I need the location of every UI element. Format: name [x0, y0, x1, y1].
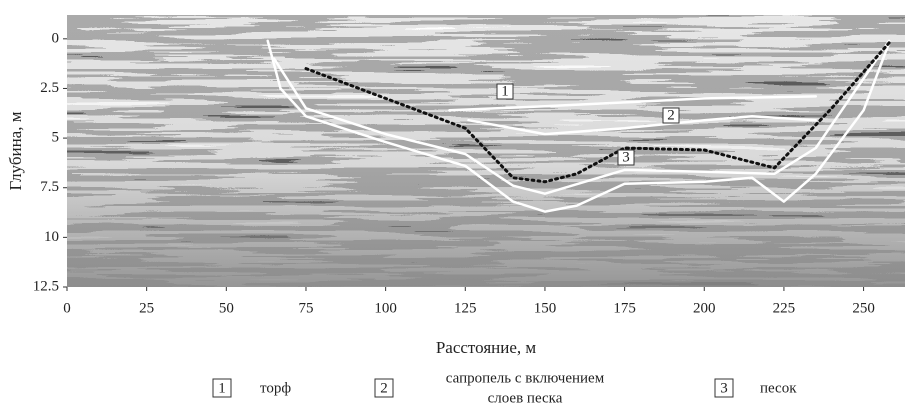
line-label: 1	[501, 83, 509, 99]
x-tick-label: 250	[852, 300, 875, 316]
boundary-line	[266, 39, 891, 213]
x-tick-label: 100	[374, 300, 397, 316]
y-tick-label: 7.5	[40, 179, 59, 195]
x-tick-label: 75	[298, 300, 313, 316]
line-labels: 1 2 3	[496, 83, 680, 166]
line-label: 3	[622, 149, 630, 165]
line-label: 2	[667, 107, 675, 123]
x-tick-label: 50	[219, 300, 234, 316]
y-tick-label: 12.5	[33, 278, 59, 294]
legend-label: слоев песка	[488, 390, 563, 406]
legend-key: 1	[218, 380, 226, 396]
y-tick-label: 2.5	[40, 80, 59, 96]
legend-key-box	[714, 378, 734, 398]
boundary-line	[467, 115, 818, 136]
legend-label: торф	[260, 380, 291, 396]
x-tick-label: 225	[773, 300, 796, 316]
x-tick-label: 0	[63, 300, 71, 316]
y-tick-label: 5	[52, 130, 60, 146]
x-tick-label: 25	[139, 300, 154, 316]
label-box	[617, 149, 635, 166]
y-tick-label: 10	[44, 229, 59, 245]
legend-label: песок	[760, 380, 797, 396]
x-tick-label: 200	[693, 300, 716, 316]
x-tick-label: 150	[534, 300, 557, 316]
y-tick-label: 0	[52, 30, 60, 46]
boundary-line	[272, 39, 891, 195]
legend-key-box	[374, 378, 394, 398]
legend: 1 торф 2 сапропель с включением слоев песка 3…	[212, 370, 797, 406]
y-axis-title: Глубина, м	[6, 111, 25, 190]
x-axis-title: Расстояние, м	[436, 338, 537, 357]
legend-label: сапропель с включением	[446, 370, 605, 386]
legend-key: 2	[380, 380, 388, 396]
label-box	[496, 83, 514, 100]
boundary-line	[448, 95, 818, 112]
legend-key: 3	[720, 380, 728, 396]
x-tick-label: 125	[454, 300, 477, 316]
label-box	[662, 107, 680, 124]
legend-key-box	[212, 378, 232, 398]
x-tick-label: 175	[613, 300, 636, 316]
